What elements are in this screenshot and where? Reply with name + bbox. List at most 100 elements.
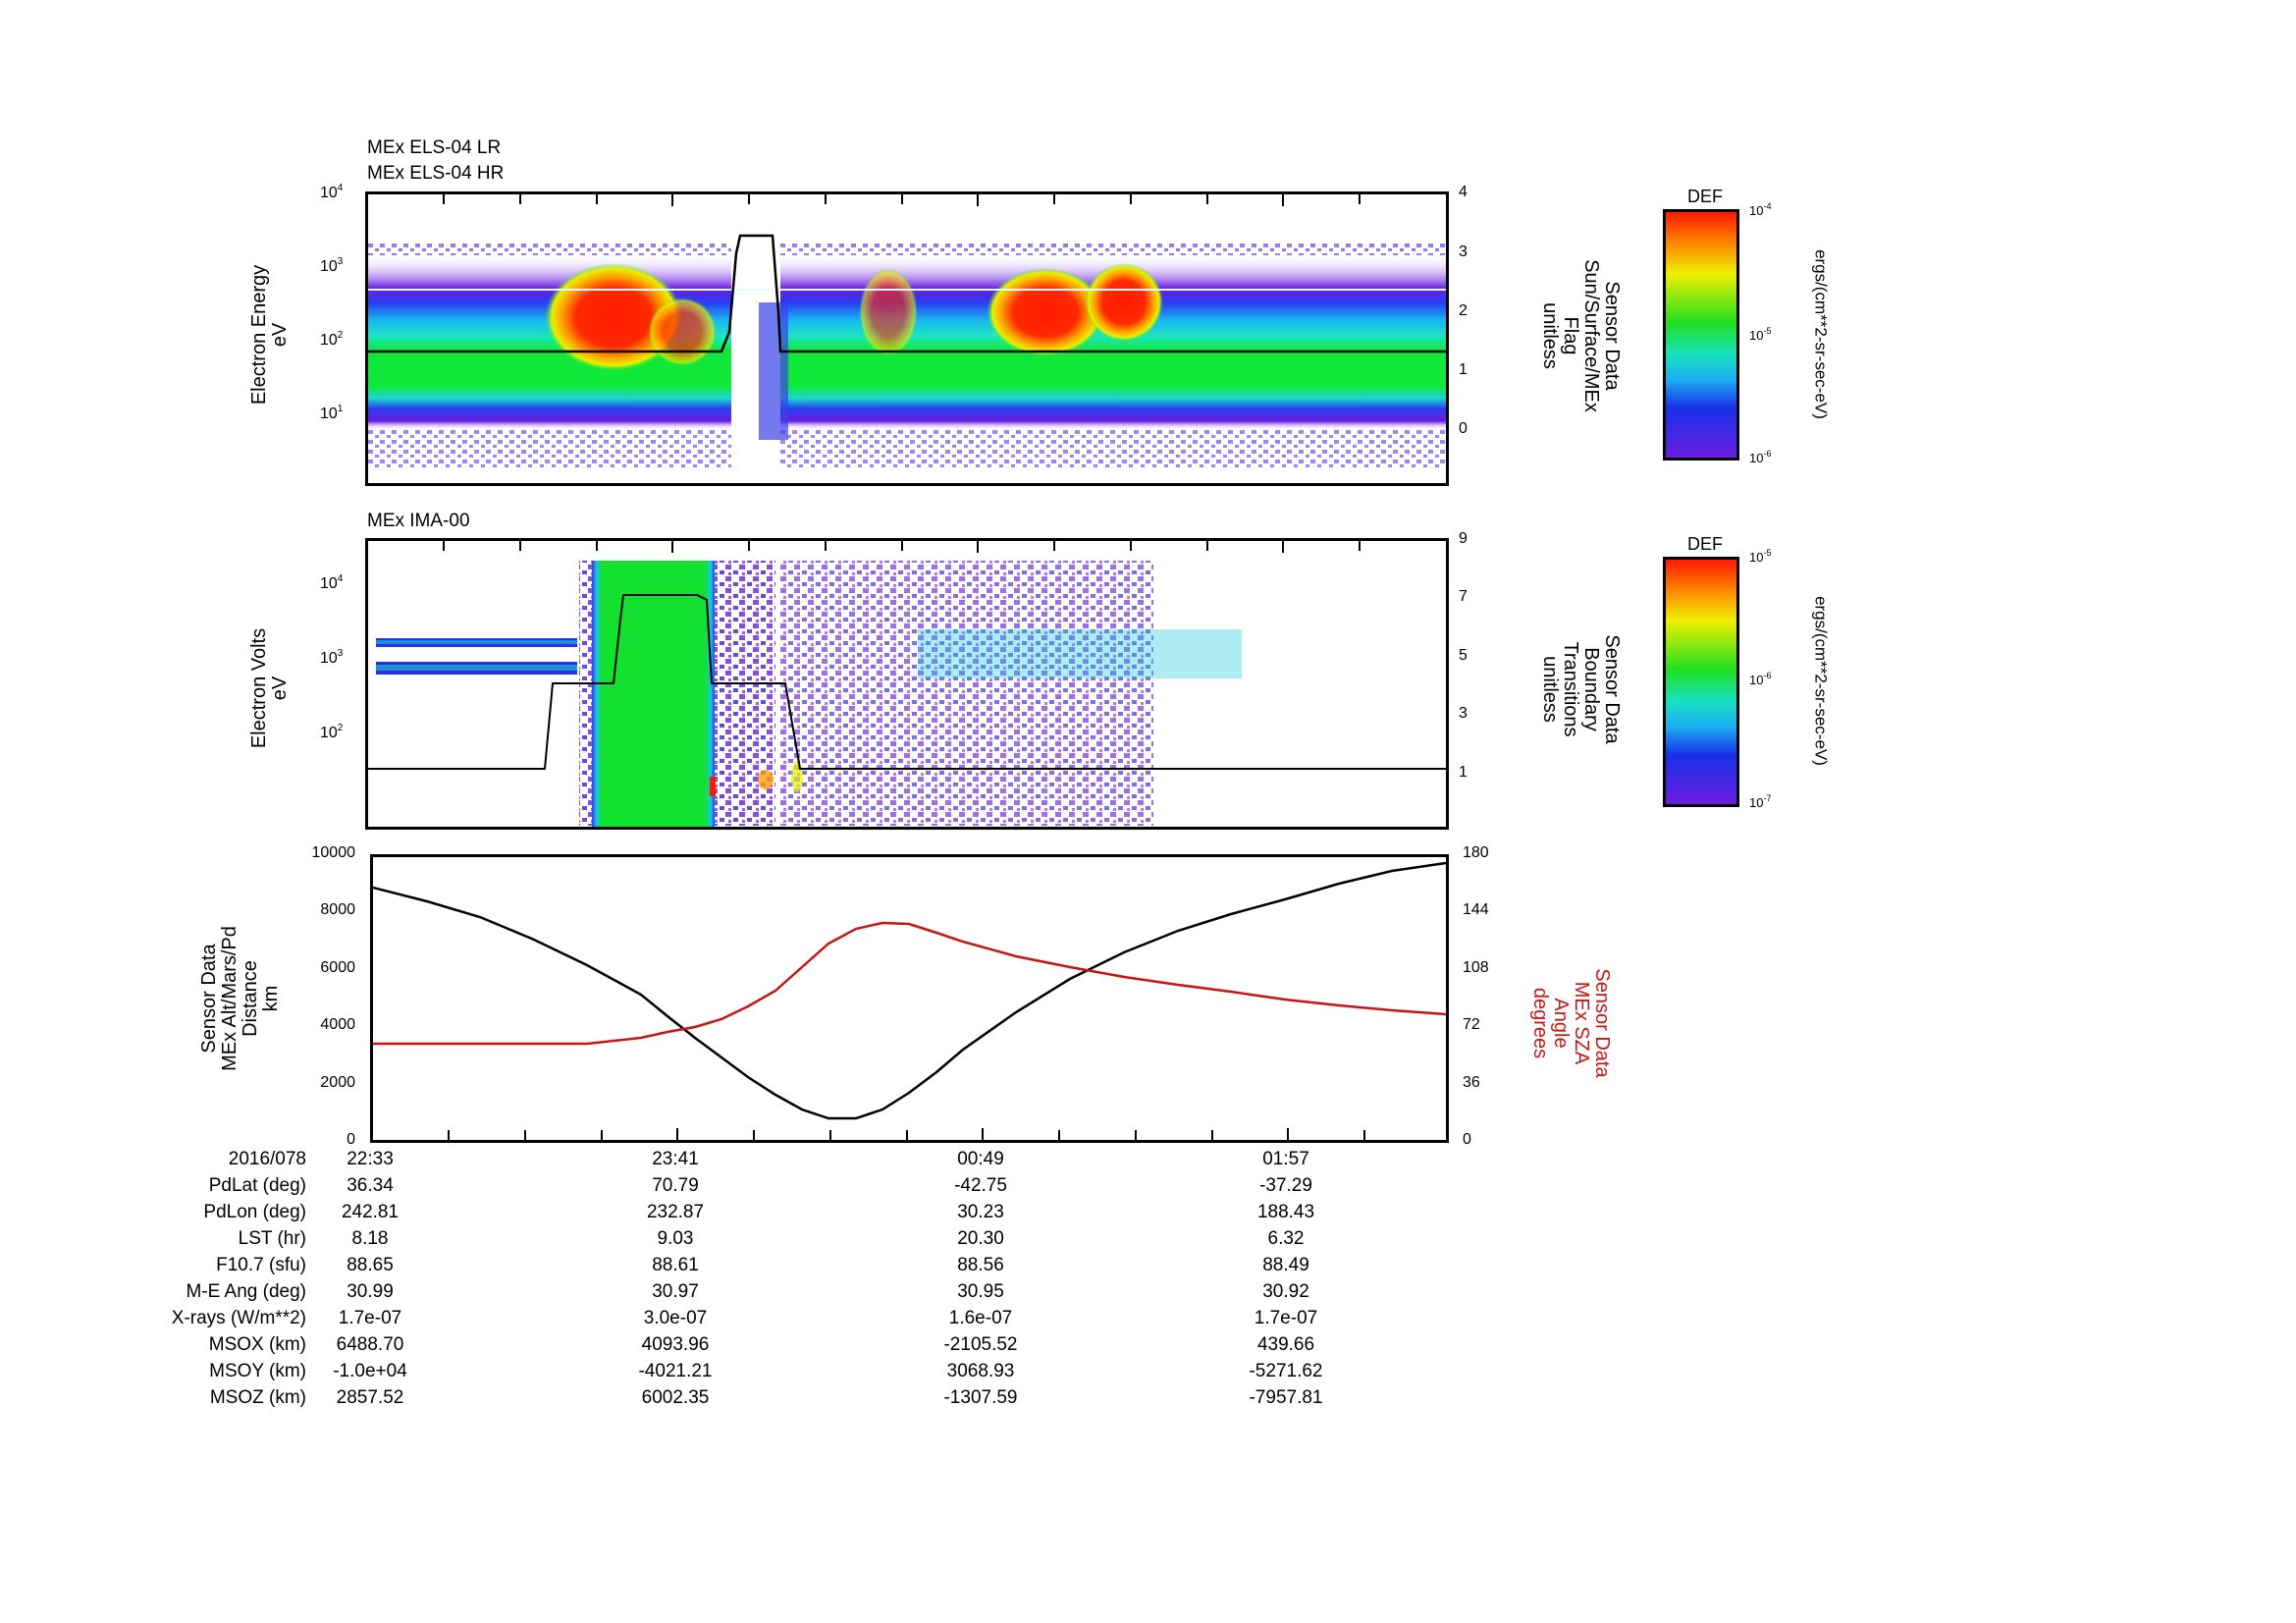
ephemeris-cell: -42.75 xyxy=(954,1175,1007,1196)
ephemeris-row-label: MSOZ (km) xyxy=(209,1387,306,1408)
ima-ytick-10e2: 102 xyxy=(320,723,344,741)
ima-spectrogram-plot xyxy=(368,541,1446,827)
ephemeris-row-label: 2016/078 xyxy=(228,1149,306,1169)
ima-y2tick-9: 9 xyxy=(1459,530,1468,547)
ima-colorbar-title: DEF xyxy=(1687,534,1723,554)
ephemeris-cell: 70.79 xyxy=(652,1175,699,1196)
ephemeris-cell: -1.0e+04 xyxy=(333,1361,407,1381)
ephemeris-cell: 3068.93 xyxy=(946,1361,1015,1381)
els-title-hr: MEx ELS-04 HR xyxy=(367,163,505,184)
ephemeris-row-label: LST (hr) xyxy=(238,1228,306,1249)
ephemeris-cell: 20.30 xyxy=(957,1228,1004,1249)
els-colorbar-min: 10-6 xyxy=(1749,449,1772,465)
ephemeris-cell: 01:57 xyxy=(1262,1149,1309,1169)
ima-colorbar-unit: ergs/(cm**2-sr-sec-eV) xyxy=(1811,596,1831,766)
ephemeris-cell: 88.65 xyxy=(347,1255,394,1275)
ima-y2tick-3: 3 xyxy=(1459,705,1468,722)
ephemeris-row-label: PdLat (deg) xyxy=(208,1175,306,1196)
orbit-y2tick-72: 72 xyxy=(1463,1016,1480,1033)
orbit-y2tick-180: 180 xyxy=(1463,844,1489,861)
ima-spectrogram xyxy=(365,538,1449,830)
els-y2tick-1: 1 xyxy=(1459,361,1468,378)
ephemeris-cell: 6002.35 xyxy=(641,1387,710,1408)
ima-title: MEx IMA-00 xyxy=(367,511,470,531)
ephemeris-cell: 30.92 xyxy=(1262,1281,1309,1302)
els-y2label: Sensor Data Sun/Surface/MEx Flag unitles… xyxy=(1539,259,1623,412)
ephemeris-cell: 232.87 xyxy=(646,1202,705,1222)
ima-y2label: Sensor Data Boundary Transitions unitles… xyxy=(1539,634,1623,744)
ephemeris-cell: 242.81 xyxy=(341,1202,400,1222)
els-ytick-10e1: 101 xyxy=(320,404,344,422)
els-y2tick-0: 0 xyxy=(1459,420,1468,437)
ephemeris-cell: 8.18 xyxy=(351,1228,389,1249)
orbit-ytick-6000: 6000 xyxy=(320,959,355,976)
els-ytick-10e4: 104 xyxy=(320,183,344,201)
ima-colorbar-min: 10-7 xyxy=(1749,793,1772,810)
ephemeris-row-label: MSOY (km) xyxy=(209,1361,306,1381)
ephemeris-cell: 22:33 xyxy=(347,1149,394,1169)
ima-colorbar-mid: 10-6 xyxy=(1749,671,1772,687)
orbit-y2label: Sensor Data MEx SZA Angle degrees xyxy=(1529,968,1613,1078)
els-ytick-10e2: 102 xyxy=(320,330,344,349)
els-colorbar-unit: ergs/(cm**2-sr-sec-eV) xyxy=(1811,249,1831,419)
ephemeris-cell: 9.03 xyxy=(657,1228,694,1249)
ephemeris-cell: 6.32 xyxy=(1267,1228,1305,1249)
orbit-ytick-0: 0 xyxy=(347,1131,355,1148)
els-y2tick-4: 4 xyxy=(1459,184,1468,200)
ephemeris-cell: 88.56 xyxy=(957,1255,1004,1275)
orbit-ytick-10000: 10000 xyxy=(311,844,356,861)
ephemeris-cell: 1.6e-07 xyxy=(948,1308,1013,1328)
els-ylabel: Electron Energy eV xyxy=(248,264,291,406)
ima-y2tick-7: 7 xyxy=(1459,588,1468,605)
els-y2tick-3: 3 xyxy=(1459,243,1468,260)
ephemeris-cell: 1.7e-07 xyxy=(338,1308,402,1328)
els-colorbar xyxy=(1663,209,1739,460)
orbit-y2tick-108: 108 xyxy=(1463,959,1489,976)
ephemeris-cell: 1.7e-07 xyxy=(1254,1308,1318,1328)
ephemeris-cell: 30.99 xyxy=(347,1281,394,1302)
ephemeris-cell: -7957.81 xyxy=(1249,1387,1323,1408)
orbit-xaxis-ticks xyxy=(448,1128,1365,1140)
orbit-y2tick-0: 0 xyxy=(1463,1131,1471,1148)
orbit-ytick-2000: 2000 xyxy=(320,1074,355,1091)
orbit-line-chart xyxy=(370,854,1449,1143)
ephemeris-cell: 36.34 xyxy=(347,1175,394,1196)
els-colorbar-mid: 10-5 xyxy=(1749,326,1772,343)
ephemeris-cell: 00:49 xyxy=(957,1149,1004,1169)
ima-ytick-10e3: 103 xyxy=(320,648,344,667)
els-spectrogram-plot xyxy=(368,194,1446,483)
ima-ytick-10e4: 104 xyxy=(320,573,344,592)
ephemeris-cell: 23:41 xyxy=(652,1149,699,1169)
ephemeris-row-label: MSOX (km) xyxy=(208,1334,306,1355)
els-colorbar-title: DEF xyxy=(1687,187,1723,206)
orbit-ytick-8000: 8000 xyxy=(320,901,355,918)
ephemeris-cell: 439.66 xyxy=(1256,1334,1315,1355)
ephemeris-cell: 30.97 xyxy=(652,1281,699,1302)
ima-ylabel: Electron Volts eV xyxy=(248,627,291,749)
orbit-y2tick-144: 144 xyxy=(1463,901,1489,918)
els-ytick-10e3: 103 xyxy=(320,256,344,275)
ima-y2tick-1: 1 xyxy=(1459,764,1468,781)
els-spectrogram xyxy=(365,191,1449,486)
orbit-ylabel: Sensor Data MEx Alt/Mars/Pd Distance km xyxy=(198,926,282,1071)
ima-colorbar xyxy=(1663,557,1739,807)
ephemeris-cell: 3.0e-07 xyxy=(643,1308,708,1328)
ephemeris-cell: -37.29 xyxy=(1259,1175,1312,1196)
els-title-lr: MEx ELS-04 LR xyxy=(367,137,502,158)
ima-colorbar-max: 10-5 xyxy=(1749,548,1772,565)
orbit-ytick-4000: 4000 xyxy=(320,1016,355,1033)
els-y2tick-2: 2 xyxy=(1459,302,1468,319)
ephemeris-row-label: F10.7 (sfu) xyxy=(216,1255,306,1275)
ephemeris-row-label: PdLon (deg) xyxy=(203,1202,306,1222)
els-colorbar-max: 10-4 xyxy=(1749,201,1772,218)
ephemeris-cell: 88.61 xyxy=(652,1255,699,1275)
ephemeris-cell: 6488.70 xyxy=(336,1334,404,1355)
ephemeris-cell: -2105.52 xyxy=(943,1334,1018,1355)
ephemeris-row-label: M-E Ang (deg) xyxy=(186,1281,307,1302)
ephemeris-cell: 4093.96 xyxy=(641,1334,710,1355)
ephemeris-row-label: X-rays (W/m**2) xyxy=(171,1308,306,1328)
ephemeris-cell: 2857.52 xyxy=(336,1387,404,1408)
orbit-line-plot xyxy=(373,861,1446,1120)
ephemeris-cell: 88.49 xyxy=(1262,1255,1309,1275)
ephemeris-cell: -5271.62 xyxy=(1249,1361,1323,1381)
